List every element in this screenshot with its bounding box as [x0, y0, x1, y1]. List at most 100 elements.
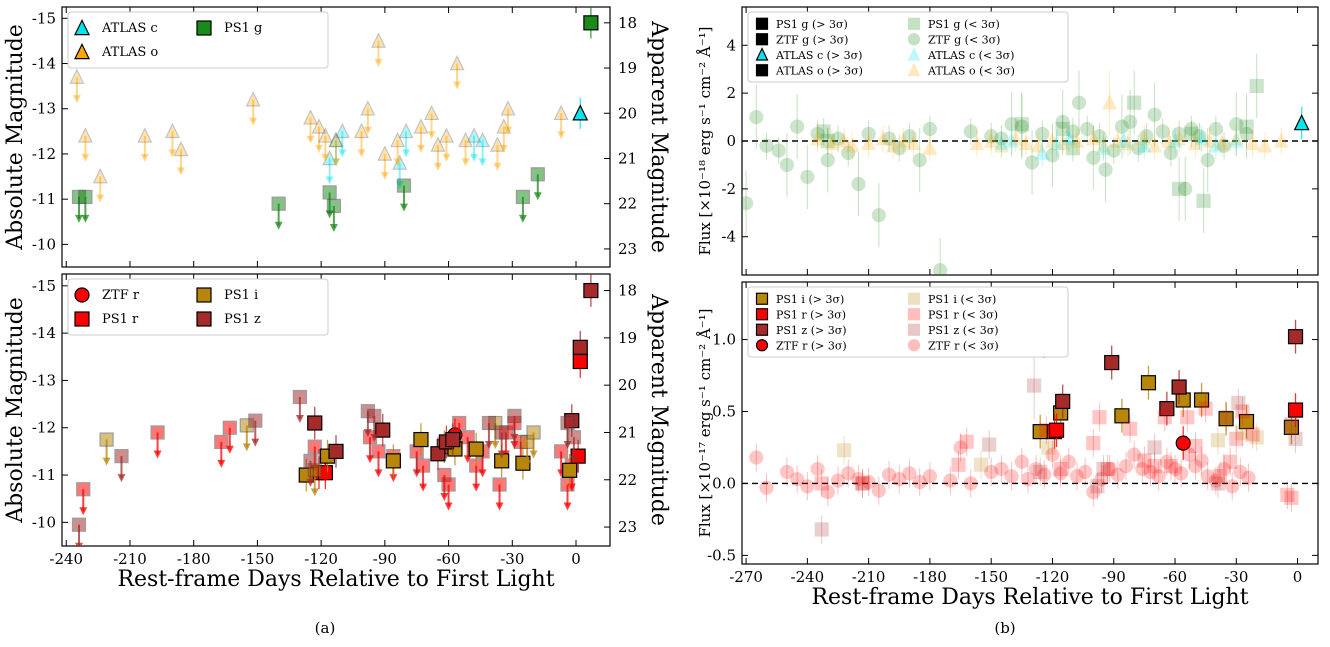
faint-point — [1208, 121, 1223, 137]
upper-limit-arrowhead — [329, 223, 338, 232]
faint-point — [993, 137, 1009, 153]
upper-limit-arrowhead — [399, 203, 408, 212]
legend-label: ZTF r (> 3σ) — [776, 339, 847, 352]
legend-box — [67, 278, 329, 336]
y2-axis-label: Apparent Magnitude — [646, 293, 671, 526]
upper-limit-arrowhead — [374, 469, 383, 478]
faint-point — [814, 522, 829, 537]
legend-marker — [74, 18, 90, 36]
upper-limit-arrowhead — [380, 171, 389, 180]
upper-limit-arrowhead — [168, 149, 177, 158]
faint-point — [1208, 473, 1223, 488]
detection-point — [1175, 435, 1191, 451]
upper-limit-arrowhead — [402, 149, 411, 158]
x-tick-label: -150 — [974, 568, 1008, 586]
upper-limit-marker — [303, 109, 318, 125]
upper-limit-arrowhead — [374, 58, 383, 67]
x-tick-label: -180 — [913, 568, 947, 586]
upper-limit-arrowhead — [470, 153, 479, 162]
legend-label: ZTF g (< 3σ) — [928, 33, 1000, 46]
x-tick-label: 0 — [571, 550, 581, 568]
faint-point — [1231, 395, 1246, 410]
faint-point — [959, 434, 974, 449]
x-tick-label: -270 — [729, 568, 763, 586]
upper-limit-arrowhead — [389, 474, 398, 483]
faint-point — [1014, 454, 1029, 469]
faint-point — [881, 467, 897, 482]
legend-label: ZTF r — [102, 288, 140, 303]
upper-limit-marker — [137, 127, 153, 143]
x-tick-label: -240 — [49, 550, 83, 568]
faint-point — [1218, 410, 1234, 425]
panel-a_top: -15 -14 -13 -12 -11 -10 18 19 20 21 22 23 Apparent M… — [3, 6, 671, 268]
axes-frame — [61, 6, 611, 268]
faint-point — [1180, 410, 1195, 425]
faint-point — [1216, 138, 1232, 153]
upper-limit-arrowhead — [321, 474, 330, 483]
faint-point — [814, 476, 829, 491]
upper-limit-marker — [371, 32, 386, 48]
x-tick-label: -60 — [436, 550, 460, 568]
faint-point — [1053, 461, 1068, 477]
faint-point — [1055, 114, 1070, 129]
faint-point — [951, 457, 966, 472]
legend-marker — [196, 20, 212, 36]
upper-limit-arrowhead — [102, 457, 111, 466]
faint-point — [855, 476, 870, 491]
upper-limit-arrowhead — [79, 507, 88, 516]
faint-point — [1223, 454, 1238, 469]
upper-limit-arrowhead — [315, 144, 324, 153]
upper-limit-marker — [481, 415, 497, 431]
y-tick-label: 2 — [726, 84, 736, 102]
upper-limit-arrowhead — [393, 158, 402, 167]
faint-point — [749, 109, 764, 125]
upper-limit-arrowhead — [493, 162, 502, 171]
upper-limit-arrowhead — [478, 469, 487, 478]
faint-point — [1196, 193, 1211, 208]
upper-limit-arrowhead — [274, 221, 283, 230]
faint-point — [1284, 417, 1299, 432]
upper-limit-marker — [307, 439, 322, 454]
y-tick-label: 0.5 — [712, 402, 736, 420]
faint-point — [851, 176, 866, 192]
upper-limit-arrowhead — [370, 433, 379, 442]
upper-limit-marker — [150, 425, 165, 440]
y-axis-label: Flux [×10⁻¹⁷ erg s⁻¹ cm⁻² Å⁻¹] — [696, 308, 714, 537]
faint-point — [790, 119, 805, 134]
faint-point — [1192, 129, 1207, 144]
upper-limit-marker — [553, 104, 569, 121]
faint-point — [1096, 139, 1111, 155]
y2-tick-label: 20 — [618, 376, 637, 394]
y2-tick-label: 23 — [618, 518, 637, 536]
y2-tick-label: 22 — [618, 195, 637, 213]
faint-point — [771, 143, 786, 158]
faint-point — [855, 476, 870, 491]
y2-tick-label: 18 — [618, 14, 637, 32]
upper-limit-marker — [430, 136, 446, 152]
upper-limit-marker — [441, 477, 456, 492]
upper-limit-arrowhead — [518, 214, 527, 223]
upper-limit-arrowhead — [357, 149, 366, 158]
upper-limit-marker — [377, 145, 393, 161]
faint-point — [1147, 137, 1163, 153]
legend-marker — [196, 311, 212, 327]
upper-limit-arrowhead — [533, 192, 542, 201]
y2-tick-label: 18 — [618, 282, 637, 300]
legend-label: ATLAS c (> 3σ) — [775, 49, 862, 62]
upper-limit-marker — [438, 127, 454, 143]
data-marks — [749, 319, 1304, 544]
upper-limit-arrowhead — [176, 167, 185, 176]
detection-point — [583, 15, 599, 31]
faint-point — [1284, 490, 1299, 505]
faint-point — [933, 263, 948, 275]
upper-limit-arrowhead — [416, 144, 425, 153]
legend-box — [747, 286, 1069, 358]
upper-limit-arrowhead — [153, 450, 162, 459]
upper-limit-arrowhead — [81, 153, 90, 162]
upper-limit-marker — [322, 149, 338, 166]
detection-point — [572, 104, 589, 121]
faint-point — [943, 473, 958, 488]
panel-a_bottom: -240 -210 -180 -150 -120 -90 -60 -30 0 -15 -14 -13 -… — [3, 273, 671, 592]
legend: ATLAS c ATLAS o PS1 g — [67, 11, 329, 69]
faint-point — [1288, 431, 1303, 446]
